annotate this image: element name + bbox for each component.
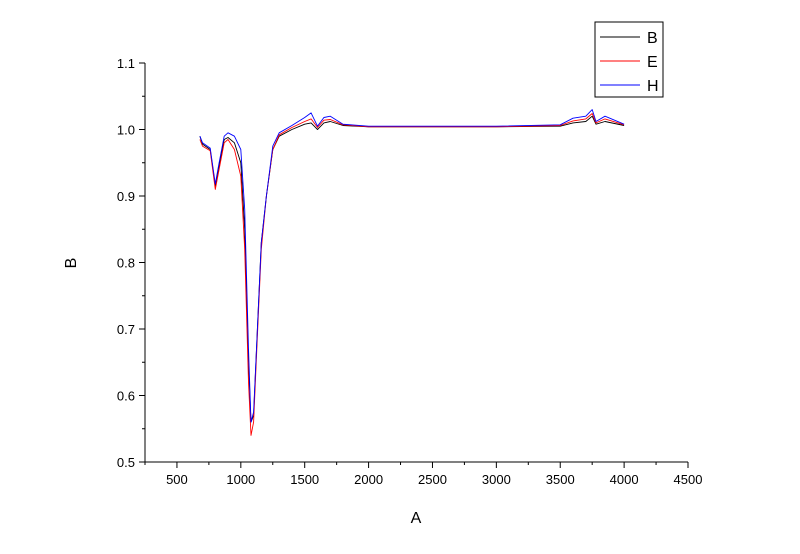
y-tick-label: 0.6 (117, 389, 135, 404)
x-tick-label: 4000 (610, 472, 639, 487)
series-line-E (199, 113, 625, 436)
x-tick-label: 4500 (674, 472, 703, 487)
x-tick-label: 3500 (546, 472, 575, 487)
x-tick-label: 2500 (418, 472, 447, 487)
legend-label-H: H (647, 78, 659, 95)
x-tick-label: 1500 (290, 472, 319, 487)
series-lines (199, 109, 625, 436)
series-line-B (199, 115, 625, 423)
y-tick-label: 0.5 (117, 455, 135, 470)
series-line-H (199, 109, 625, 423)
x-tick-label: 3000 (482, 472, 511, 487)
y-axis-label: B (63, 258, 80, 269)
x-tick-label: 500 (166, 472, 188, 487)
x-tick-label: 1000 (226, 472, 255, 487)
legend: BEH (594, 21, 664, 98)
y-tick-label: 1.1 (117, 56, 135, 71)
y-tick-label: 0.9 (117, 189, 135, 204)
y-tick-label: 1.0 (117, 123, 135, 138)
x-axis-label: A (411, 510, 422, 527)
x-tick-label: 2000 (354, 472, 383, 487)
legend-label-B: B (647, 30, 658, 47)
legend-label-E: E (647, 54, 658, 71)
y-tick-label: 0.8 (117, 256, 135, 271)
y-tick-label: 0.7 (117, 322, 135, 337)
axes: 500 1000 1500 2000 2500 3000 3500 4000 4500 0.5 0.… (117, 56, 703, 487)
